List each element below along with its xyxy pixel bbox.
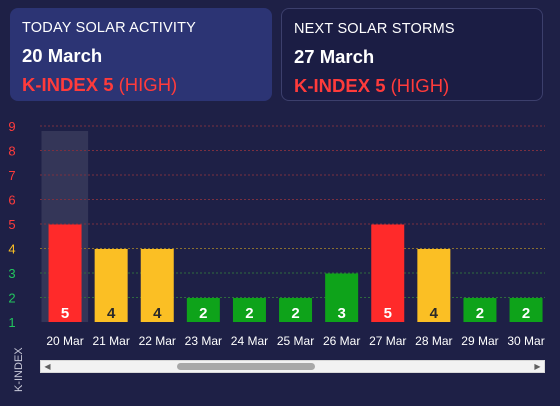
- today-kindex-level: (HIGH): [118, 74, 178, 95]
- today-kindex: K-INDEX 5 (HIGH): [22, 74, 260, 96]
- y-tick-label: 7: [8, 168, 15, 183]
- bar-value-label: 2: [199, 305, 207, 322]
- bar: [232, 298, 266, 322]
- x-tick-label: 30 Mar: [507, 334, 544, 348]
- today-date: 20 March: [22, 45, 103, 66]
- x-tick-label: 29 Mar: [461, 334, 498, 348]
- scroll-thumb[interactable]: [177, 363, 315, 370]
- today-solar-card: TODAY SOLAR ACTIVITY 20 March K-INDEX 5 …: [10, 8, 272, 101]
- y-tick-label: 5: [8, 217, 15, 232]
- bar-value-label: 2: [245, 305, 253, 322]
- x-tick-label: 21 Mar: [92, 334, 129, 348]
- bar: [140, 249, 174, 322]
- y-axis-title: K-INDEX: [13, 347, 25, 392]
- next-kindex: K-INDEX 5 (HIGH): [294, 75, 530, 97]
- next-date: 27 March: [294, 46, 375, 67]
- bar: [186, 298, 220, 322]
- x-tick-label: 28 Mar: [415, 334, 452, 348]
- bar: [509, 298, 543, 322]
- bar: [417, 249, 451, 322]
- y-tick-label: 9: [8, 120, 15, 134]
- bar-value-label: 2: [291, 305, 299, 322]
- y-tick-label: 6: [8, 193, 15, 208]
- x-tick-label: 24 Mar: [231, 334, 268, 348]
- bar: [325, 273, 359, 322]
- y-tick-label: 2: [8, 291, 15, 306]
- x-tick-label: 20 Mar: [46, 334, 83, 348]
- today-card-title: TODAY SOLAR ACTIVITY: [22, 20, 197, 36]
- scroll-right-icon[interactable]: ▶: [534, 362, 541, 371]
- next-storms-card: NEXT SOLAR STORMS 27 March K-INDEX 5 (HI…: [281, 8, 543, 101]
- bar: [48, 224, 82, 322]
- bar-value-label: 5: [384, 305, 392, 322]
- bar-value-label: 4: [107, 305, 116, 322]
- y-tick-label: 3: [8, 266, 15, 281]
- bar: [279, 298, 313, 322]
- bar-value-label: 4: [153, 305, 162, 322]
- next-kindex-value: K-INDEX 5: [294, 75, 386, 96]
- bar: [463, 298, 497, 322]
- y-tick-label: 4: [8, 242, 15, 257]
- y-tick-label: 8: [8, 144, 15, 159]
- y-tick-label: 1: [8, 315, 15, 330]
- next-kindex-level: (HIGH): [390, 75, 450, 96]
- x-tick-label: 26 Mar: [323, 334, 360, 348]
- bar-value-label: 3: [337, 305, 345, 322]
- next-card-title: NEXT SOLAR STORMS: [294, 21, 455, 37]
- x-tick-label: 27 Mar: [369, 334, 406, 348]
- bar: [94, 249, 128, 322]
- x-tick-label: 25 Mar: [277, 334, 314, 348]
- chart-scrollbar[interactable]: ◀ ▶: [40, 360, 545, 373]
- bar-value-label: 2: [522, 305, 530, 322]
- bar-value-label: 5: [61, 305, 69, 322]
- x-tick-label: 23 Mar: [185, 334, 222, 348]
- scroll-left-icon[interactable]: ◀: [44, 362, 51, 371]
- bar-value-label: 4: [430, 305, 439, 322]
- today-kindex-value: K-INDEX 5: [22, 74, 114, 95]
- bar-value-label: 2: [476, 305, 484, 322]
- x-tick-label: 22 Mar: [139, 334, 176, 348]
- bar: [371, 224, 405, 322]
